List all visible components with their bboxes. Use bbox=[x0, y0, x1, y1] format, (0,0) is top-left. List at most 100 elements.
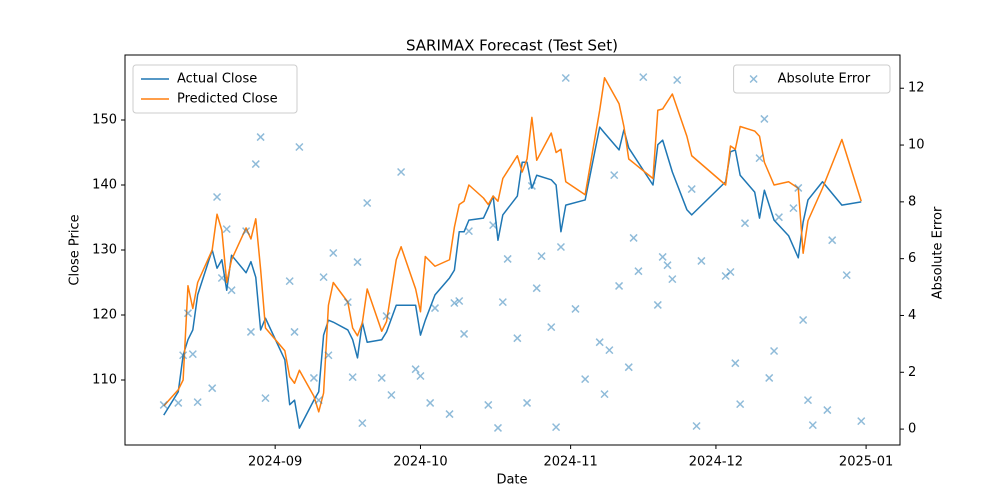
error-point bbox=[329, 248, 338, 258]
legend-box bbox=[733, 64, 891, 94]
x-tick-label: 2025-01 bbox=[839, 455, 893, 470]
error-point bbox=[426, 398, 435, 407]
error-point bbox=[523, 398, 532, 407]
error-point bbox=[489, 221, 498, 230]
error-point bbox=[770, 346, 779, 356]
y2-tick-label: 10 bbox=[908, 138, 925, 153]
error-point bbox=[803, 396, 812, 405]
legend-box bbox=[132, 64, 298, 114]
error-point bbox=[634, 267, 643, 276]
error-point bbox=[789, 204, 798, 213]
error-point bbox=[222, 225, 231, 234]
y-axis-label: Close Price bbox=[68, 214, 83, 285]
plot-frame bbox=[124, 54, 901, 446]
error-point bbox=[348, 373, 357, 382]
chart-title: SARIMAX Forecast (Test Set) bbox=[406, 37, 618, 55]
error-point bbox=[624, 363, 633, 372]
error-point bbox=[227, 286, 236, 295]
error-point bbox=[653, 300, 662, 309]
error-point bbox=[358, 419, 367, 428]
error-point bbox=[319, 273, 328, 282]
error-point bbox=[445, 410, 454, 419]
error-point bbox=[755, 154, 764, 163]
error-point bbox=[353, 258, 362, 267]
error-point bbox=[823, 406, 832, 415]
error-point bbox=[629, 233, 638, 242]
error-point bbox=[159, 400, 168, 409]
legend-label: Predicted Close bbox=[177, 92, 278, 107]
error-point bbox=[183, 309, 192, 318]
error-point bbox=[213, 192, 222, 202]
error-point bbox=[808, 421, 817, 430]
y2-tick-label: 8 bbox=[908, 194, 916, 209]
error-point bbox=[673, 75, 682, 85]
error-point bbox=[309, 373, 318, 382]
x-axis-label: Date bbox=[496, 473, 527, 488]
error-point bbox=[760, 114, 769, 123]
error-point bbox=[455, 296, 464, 306]
y2-tick-label: 4 bbox=[908, 308, 916, 323]
error-point bbox=[527, 181, 536, 190]
error-point bbox=[765, 373, 774, 382]
error-point bbox=[484, 400, 493, 409]
series-line bbox=[163, 77, 862, 413]
error-point bbox=[600, 390, 609, 399]
y-tick-label: 120 bbox=[92, 308, 117, 323]
error-point bbox=[295, 143, 304, 152]
error-point bbox=[726, 267, 735, 277]
error-point bbox=[857, 417, 866, 426]
error-point bbox=[324, 351, 333, 360]
error-point bbox=[595, 338, 604, 347]
error-point bbox=[503, 254, 512, 263]
error-point bbox=[731, 359, 740, 368]
error-point bbox=[842, 271, 851, 280]
error-point bbox=[174, 398, 183, 407]
error-point bbox=[314, 396, 323, 405]
error-point bbox=[285, 277, 294, 286]
error-point bbox=[513, 334, 522, 343]
error-point bbox=[799, 315, 808, 325]
error-point bbox=[397, 167, 406, 177]
error-point bbox=[179, 351, 188, 360]
y-tick-label: 150 bbox=[92, 113, 117, 128]
y2-tick-label: 0 bbox=[908, 422, 916, 437]
error-point bbox=[639, 73, 648, 82]
error-point bbox=[363, 198, 372, 208]
error-point bbox=[246, 327, 255, 336]
y2-tick-label: 2 bbox=[908, 365, 916, 380]
error-point bbox=[290, 327, 299, 336]
error-point bbox=[605, 346, 614, 355]
legend-label: Actual Close bbox=[177, 72, 257, 87]
x-tick-label: 2024-09 bbox=[248, 455, 302, 470]
error-point bbox=[242, 227, 251, 236]
y2-tick-label: 6 bbox=[908, 251, 916, 266]
error-point bbox=[556, 242, 565, 252]
error-point bbox=[547, 323, 556, 332]
error-point bbox=[794, 183, 803, 192]
error-point bbox=[493, 423, 502, 432]
error-point bbox=[687, 185, 696, 194]
error-point bbox=[460, 329, 469, 338]
y2-tick-label: 12 bbox=[908, 81, 925, 96]
error-point bbox=[382, 312, 391, 321]
error-point bbox=[668, 275, 677, 284]
error-point bbox=[387, 390, 396, 400]
error-point bbox=[571, 304, 580, 313]
x-tick-label: 2024-10 bbox=[393, 455, 447, 470]
legend-label: Absolute Error bbox=[778, 72, 871, 87]
error-point bbox=[552, 423, 561, 432]
error-point bbox=[217, 273, 226, 283]
error-point bbox=[828, 236, 837, 245]
error-point bbox=[411, 365, 420, 374]
error-point bbox=[430, 304, 440, 313]
error-point bbox=[208, 384, 217, 393]
y-tick-label: 110 bbox=[92, 373, 117, 388]
error-point bbox=[658, 252, 667, 261]
error-point bbox=[188, 350, 197, 359]
error-point bbox=[193, 398, 202, 407]
error-point bbox=[416, 371, 425, 381]
error-point bbox=[464, 227, 473, 236]
y-tick-label: 140 bbox=[92, 178, 117, 193]
error-point bbox=[251, 160, 260, 169]
